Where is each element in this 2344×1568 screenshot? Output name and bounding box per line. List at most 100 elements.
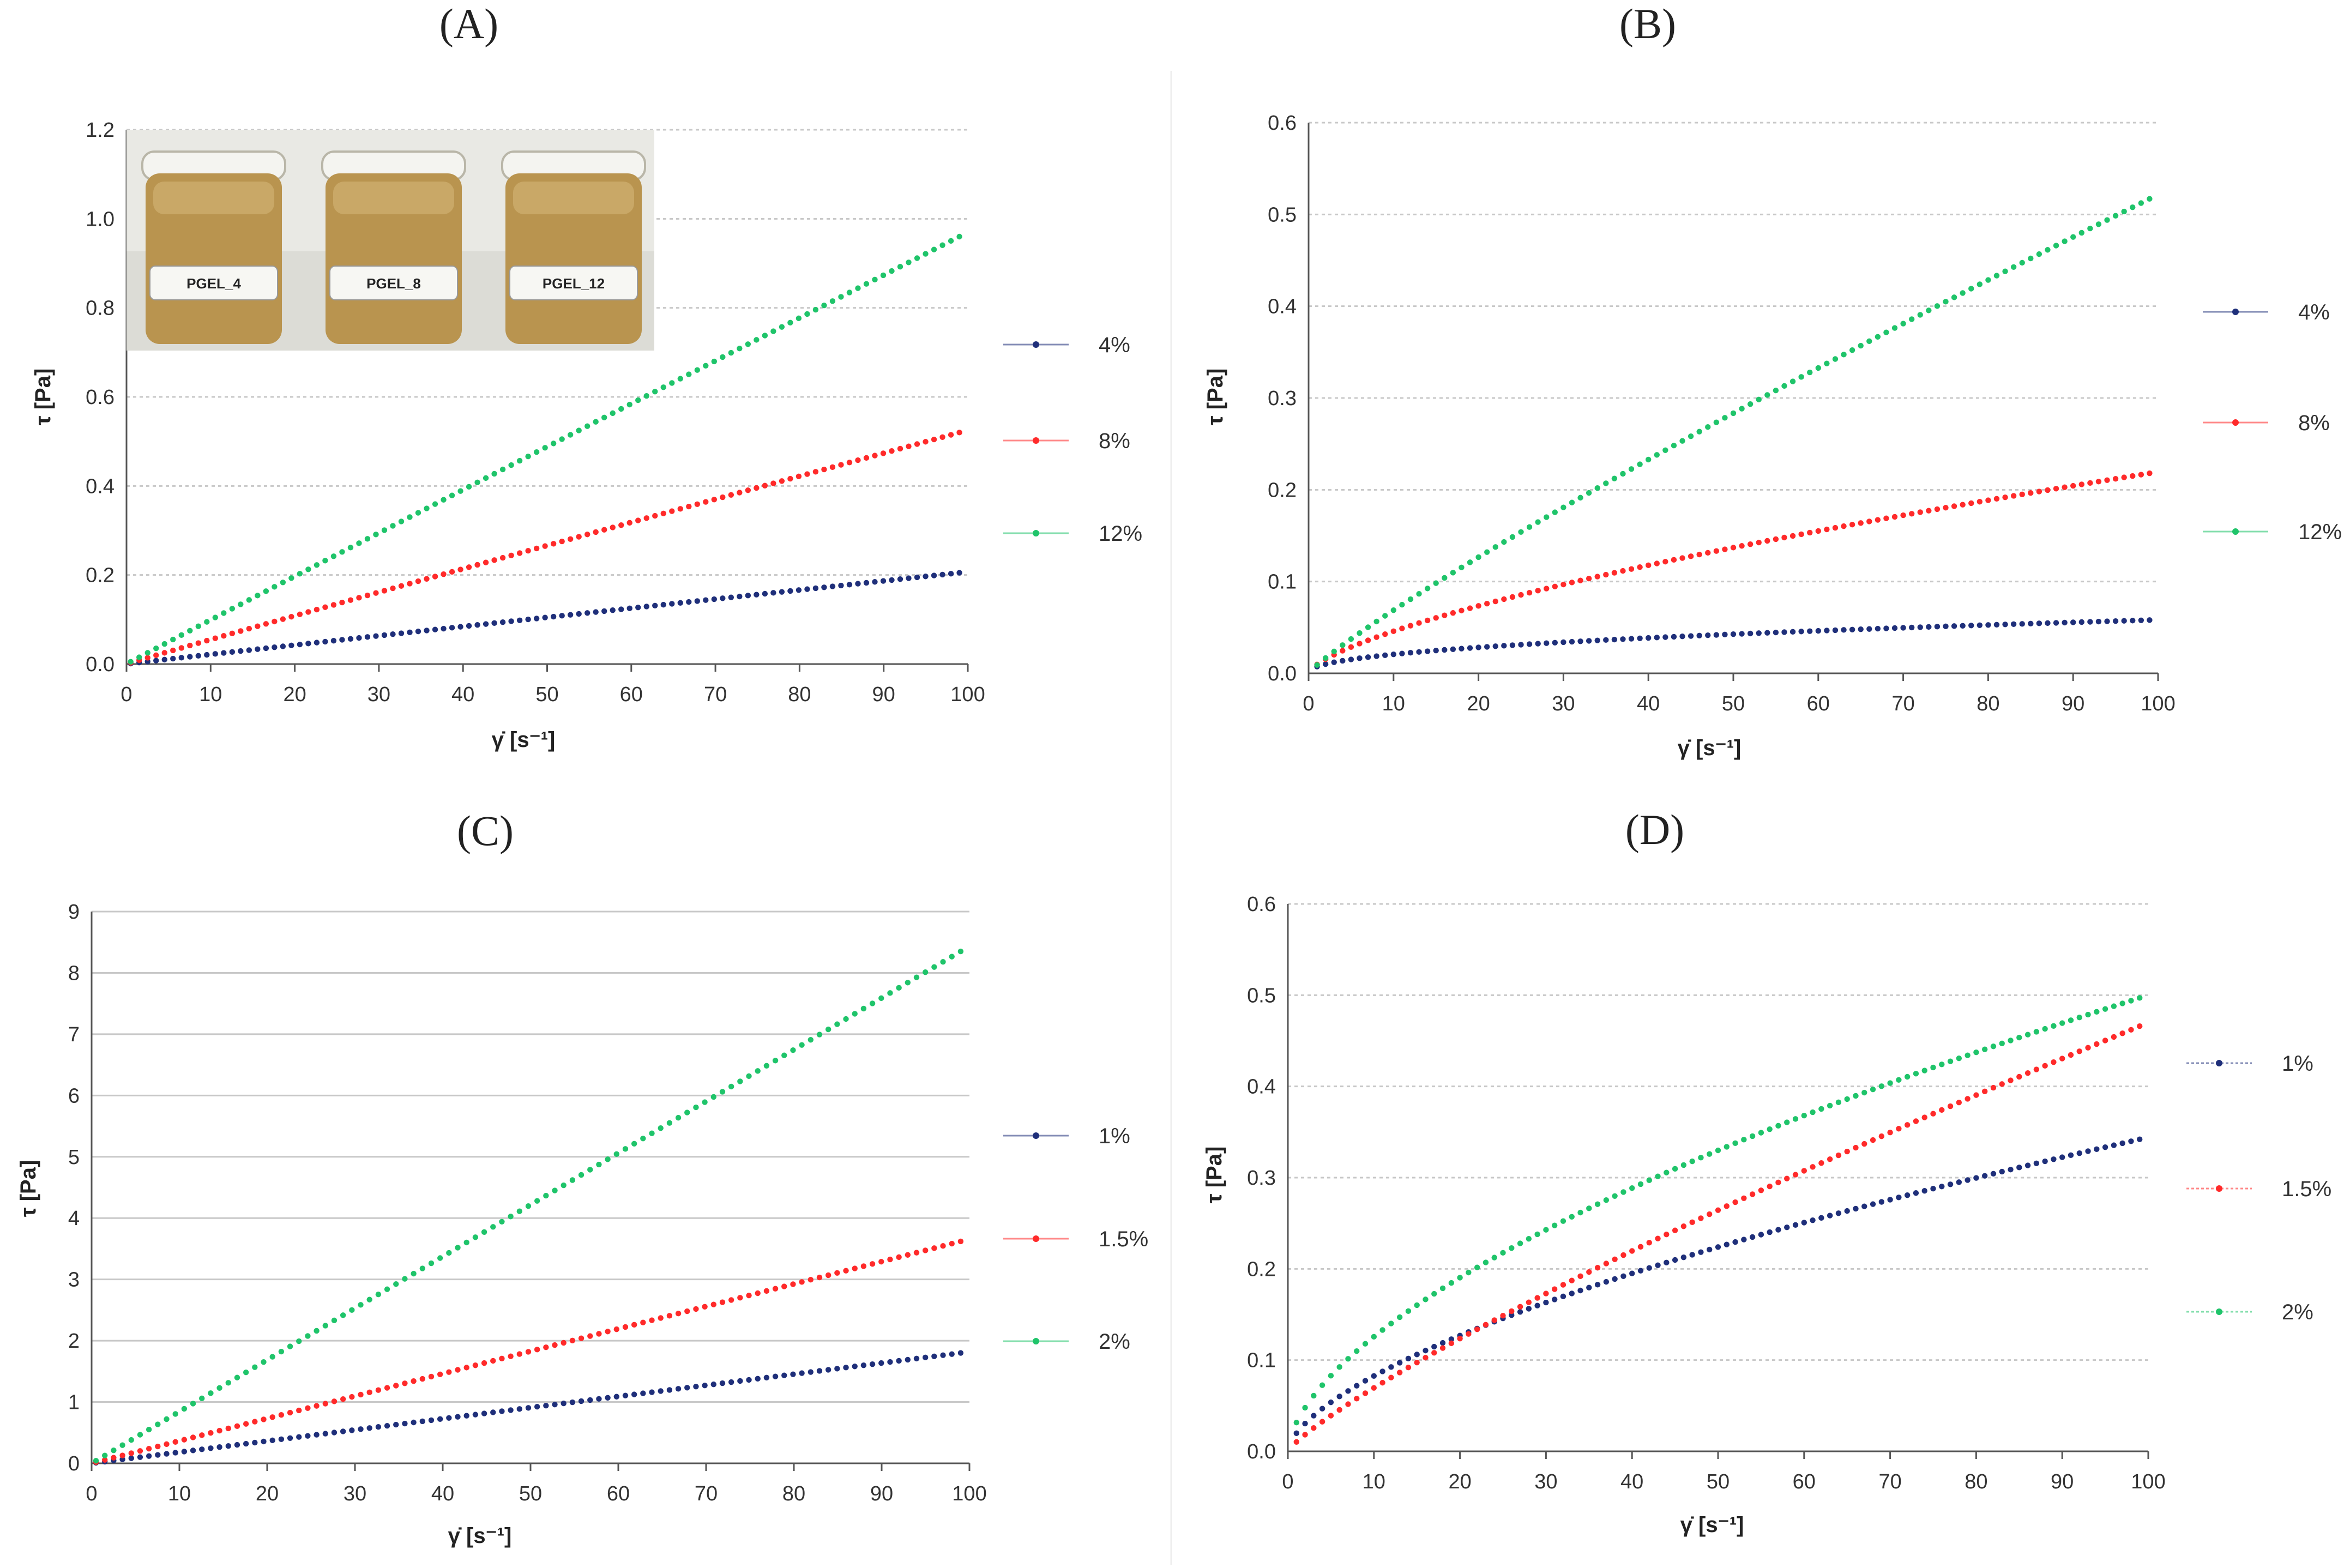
- data-point: [398, 518, 405, 524]
- data-point: [1594, 485, 1600, 491]
- data-point: [931, 964, 937, 970]
- data-point: [1896, 1195, 1902, 1201]
- data-point: [1560, 581, 1566, 588]
- data-point: [906, 443, 912, 449]
- data-point: [829, 583, 836, 589]
- data-point: [144, 650, 150, 656]
- data-point: [931, 1353, 937, 1359]
- legend-entry: 1%: [2186, 1052, 2313, 1076]
- data-point: [1475, 603, 1481, 609]
- data-point: [1900, 321, 1906, 327]
- data-point: [1293, 1439, 1299, 1445]
- data-point: [1926, 624, 1932, 630]
- data-point: [128, 1450, 134, 1456]
- data-point: [525, 1203, 532, 1209]
- data-point: [852, 1364, 858, 1370]
- data-point: [1322, 661, 1329, 667]
- data-point: [208, 1445, 214, 1451]
- data-point: [508, 1353, 514, 1359]
- data-point: [905, 1252, 911, 1258]
- data-point: [1501, 539, 1507, 545]
- data-point: [542, 543, 548, 549]
- data-point: [905, 1356, 911, 1363]
- data-point: [843, 1268, 849, 1274]
- data-point: [860, 1362, 867, 1368]
- data-point: [569, 1399, 576, 1406]
- data-point: [1637, 1268, 1644, 1274]
- data-point: [2104, 477, 2110, 483]
- data-point: [2095, 221, 2102, 227]
- data-point: [1801, 1112, 1807, 1119]
- data-point: [1552, 509, 1558, 515]
- data-point: [931, 1245, 937, 1251]
- data-point: [525, 616, 531, 623]
- data-point: [843, 1365, 849, 1371]
- x-tick-label: 0: [1282, 1470, 1293, 1493]
- data-point: [161, 641, 167, 647]
- data-point: [472, 1234, 479, 1240]
- data-point: [2059, 1056, 2065, 1062]
- data-point: [1586, 1205, 1592, 1211]
- data-point: [1459, 607, 1465, 614]
- data-point: [446, 1369, 452, 1375]
- data-point: [1747, 541, 1754, 547]
- data-point: [1722, 415, 1728, 421]
- data-point: [779, 478, 785, 484]
- data-point: [1328, 1373, 1334, 1379]
- data-point: [1993, 273, 2000, 279]
- data-point: [508, 618, 514, 624]
- data-point: [593, 419, 599, 425]
- data-point: [1414, 1359, 1420, 1366]
- data-point: [1689, 1252, 1695, 1258]
- data-point: [204, 652, 210, 658]
- data-point: [2019, 491, 2025, 498]
- data-point: [596, 1396, 602, 1402]
- data-point: [381, 527, 388, 533]
- data-point: [605, 1156, 611, 1162]
- data-point: [1908, 511, 1915, 517]
- data-point: [1891, 514, 1898, 520]
- data-point: [381, 632, 388, 638]
- data-point: [1981, 1046, 1988, 1052]
- data-point: [1654, 635, 1660, 641]
- data-point: [322, 1401, 328, 1407]
- data-point: [1354, 1383, 1360, 1389]
- data-point: [2128, 1027, 2134, 1033]
- data-point: [358, 1302, 364, 1308]
- data-point: [1628, 466, 1635, 472]
- data-point: [1475, 644, 1481, 650]
- data-point: [331, 1430, 338, 1436]
- data-point: [2085, 1011, 2091, 1018]
- data-point: [331, 1398, 338, 1404]
- data-point: [1773, 387, 1779, 394]
- data-point: [238, 648, 244, 654]
- data-point: [1594, 637, 1600, 643]
- data-point: [2104, 618, 2110, 624]
- legend-entry: 8%: [1003, 429, 1130, 453]
- data-point: [195, 640, 201, 646]
- beaker-liquid: [326, 173, 462, 344]
- data-point: [1951, 623, 1957, 629]
- data-point: [610, 524, 616, 530]
- liquid-surface: [153, 182, 274, 214]
- data-point: [1835, 1152, 1842, 1159]
- y-tick-label: 0.6: [1268, 112, 1297, 135]
- data-point: [631, 1391, 637, 1397]
- beaker-label-text: PGEL_12: [543, 275, 605, 292]
- beaker-liquid: [505, 173, 642, 344]
- data-point: [846, 582, 853, 588]
- data-point: [1475, 554, 1481, 560]
- data-point: [1534, 1231, 1540, 1238]
- data-point: [799, 1279, 805, 1285]
- data-point: [2059, 1020, 2065, 1026]
- data-point: [1934, 624, 1941, 630]
- data-point: [622, 1392, 629, 1398]
- data-point: [243, 1370, 249, 1376]
- data-point: [516, 550, 523, 556]
- data-point: [640, 1136, 646, 1142]
- data-point: [1824, 628, 1830, 634]
- data-point: [1354, 1396, 1360, 1402]
- legend-entry: 12%: [1003, 522, 1142, 546]
- y-tick-label: 0.2: [1268, 479, 1297, 502]
- x-tick-label: 80: [788, 683, 811, 706]
